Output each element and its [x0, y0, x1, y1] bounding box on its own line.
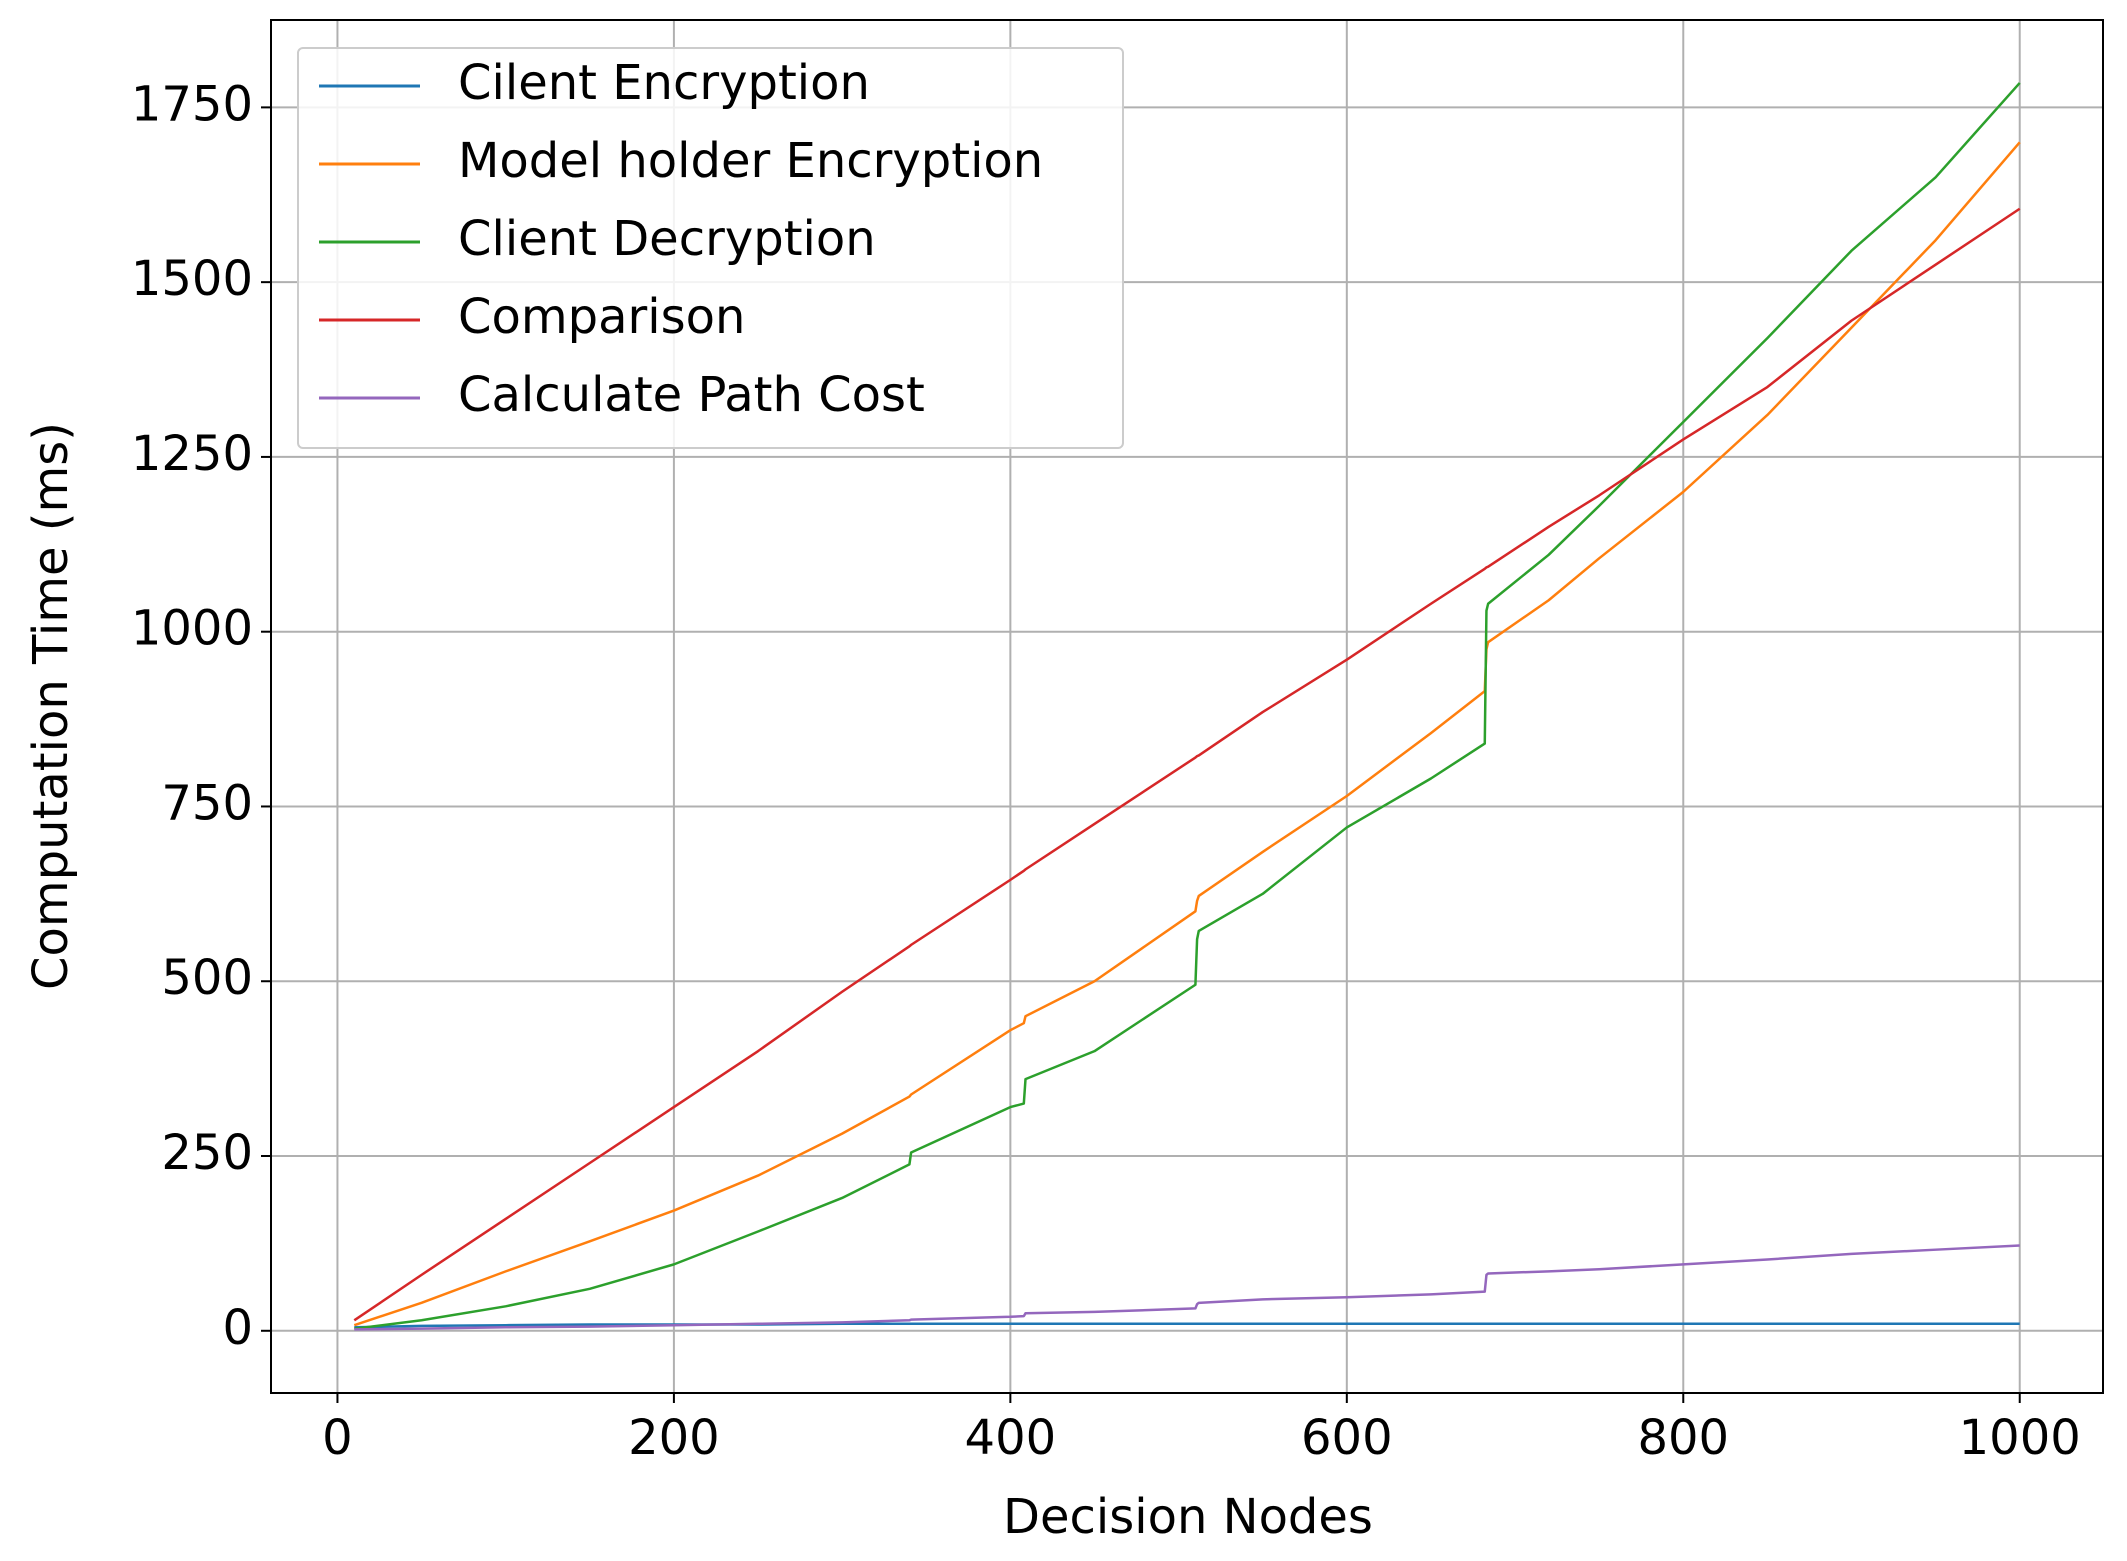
- x-axis-label: Decision Nodes: [1003, 1489, 1373, 1545]
- x-tick-label: 1000: [1959, 1410, 2081, 1466]
- y-tick-label: 750: [161, 775, 253, 831]
- plot-frame: [270, 19, 2104, 1394]
- line: [353, 207, 2021, 1322]
- y-tick-label: 250: [161, 1125, 253, 1181]
- y-tick-label: 500: [161, 950, 253, 1006]
- line: [354, 1244, 2020, 1331]
- y-axis-label: Computation Time (ms): [23, 422, 79, 990]
- x-tick-label: 400: [965, 1410, 1057, 1466]
- line: [353, 141, 2021, 1327]
- legend-label: Client Decryption: [458, 211, 876, 267]
- x-tick-label: 800: [1637, 1410, 1729, 1466]
- legend-label: Comparison: [458, 289, 745, 345]
- y-tick-label: 0: [222, 1300, 253, 1356]
- x-tick-label: 200: [628, 1410, 720, 1466]
- x-tick-label: 600: [1301, 1410, 1393, 1466]
- legend-label: Calculate Path Cost: [458, 367, 925, 423]
- y-tick-label: 1000: [131, 601, 253, 657]
- y-tick-label: 1250: [131, 426, 253, 482]
- legend-box: [297, 47, 1124, 449]
- legend-label: Cilent Encryption: [458, 55, 870, 111]
- y-tick-label: 1750: [131, 76, 253, 132]
- y-tick-label: 1500: [131, 251, 253, 307]
- x-tick-label: 0: [322, 1410, 353, 1466]
- legend-label: Model holder Encryption: [458, 133, 1043, 189]
